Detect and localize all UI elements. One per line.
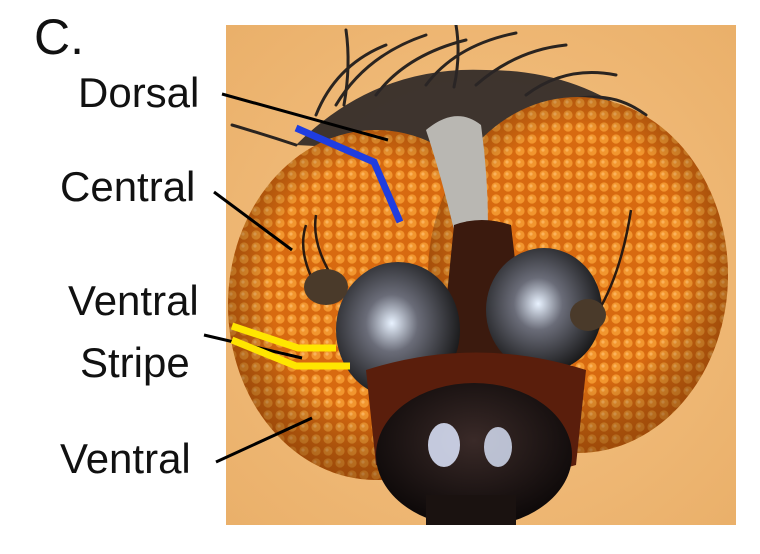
right-antenna (486, 248, 602, 372)
label-central: Central (60, 163, 196, 210)
label-ventral: Ventral (60, 435, 191, 482)
right-antenna-base (570, 299, 606, 331)
frons (426, 116, 488, 235)
left-antenna-base (304, 269, 348, 305)
label-ventral-stripe-line2: Stripe (80, 339, 190, 386)
fly-head-photo (226, 25, 736, 525)
proboscis (376, 383, 572, 525)
panel-label: C. (34, 9, 84, 65)
label-ventral-stripe-line1: Ventral (68, 277, 199, 324)
label-dorsal: Dorsal (78, 69, 200, 116)
